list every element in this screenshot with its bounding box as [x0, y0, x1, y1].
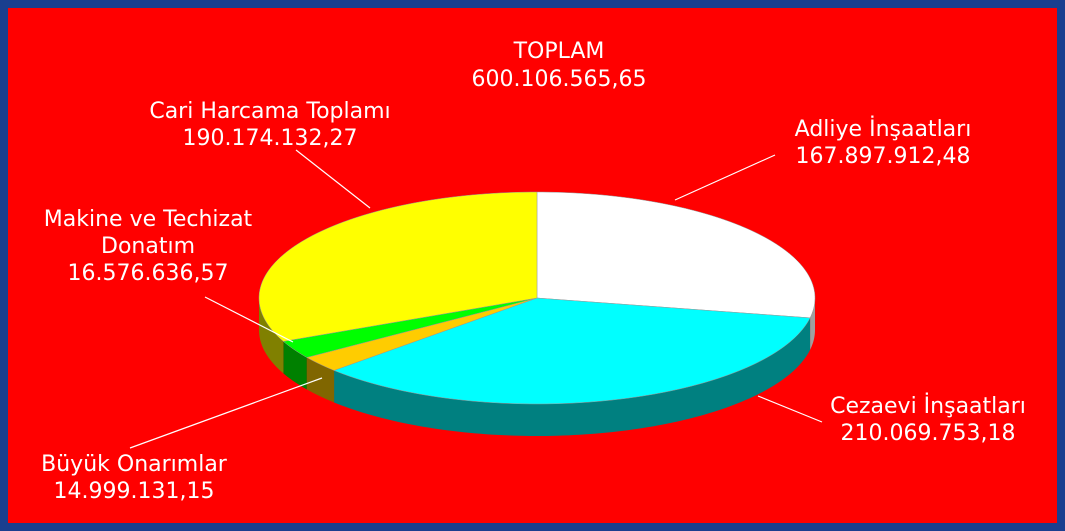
chart-title: TOPLAM	[513, 39, 605, 64]
pie-slice-side	[810, 298, 815, 350]
pie-slice-side	[334, 317, 811, 436]
value-label: 190.174.132,27	[182, 126, 358, 151]
pie-slice	[536, 191, 816, 319]
pie-slice-side	[306, 357, 335, 403]
leader-line	[674, 154, 776, 201]
value-label: 16.576.636,57	[67, 261, 229, 286]
leader-line	[757, 395, 823, 423]
leader-line	[295, 149, 371, 209]
pie-slice	[282, 297, 538, 358]
pie-slice	[333, 297, 811, 405]
value-label: 167.897.912,48	[795, 144, 971, 169]
leader-line	[204, 296, 294, 343]
chart-subtitle: 600.106.565,65	[471, 67, 647, 92]
pie-slice	[258, 191, 538, 342]
pie-slice	[306, 297, 538, 371]
pie-slice-side	[259, 298, 284, 374]
value-label: 14.999.131,15	[53, 479, 215, 504]
category-label: Adliye İnşaatları	[794, 117, 972, 142]
category-label: Cari Harcama Toplamı	[149, 99, 391, 124]
value-label: 210.069.753,18	[840, 421, 1016, 446]
pie-slice-side	[283, 341, 307, 390]
category-label: Büyük Onarımlar	[41, 452, 227, 477]
category-label: Cezaevi İnşaatları	[830, 394, 1026, 419]
category-label: Makine ve Techizat Donatım	[43, 207, 253, 259]
leader-line	[129, 377, 323, 449]
